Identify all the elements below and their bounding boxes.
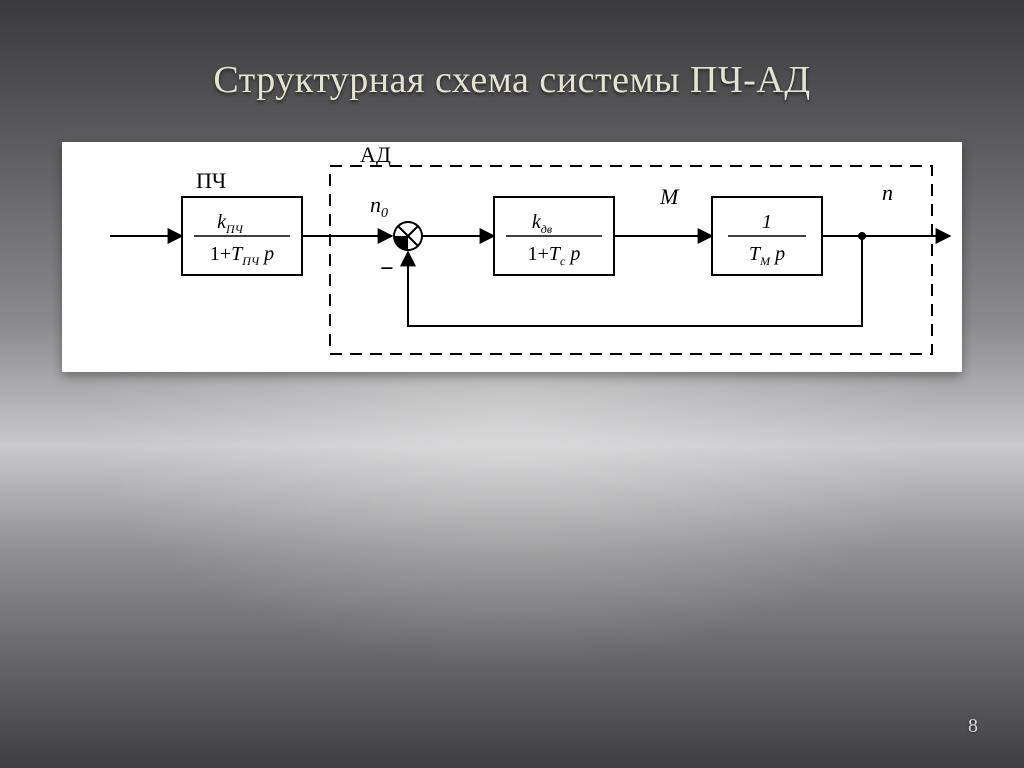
summing-junction: − <box>380 222 422 282</box>
block-int: 1 TM p <box>712 197 822 275</box>
slide: Структурная схема системы ПЧ-АД АД ПЧ kП… <box>0 0 1024 768</box>
page-number: 8 <box>968 715 978 738</box>
signal-n0: n0 <box>370 192 388 221</box>
block-pc: ПЧ kПЧ 1+TПЧ p <box>182 168 302 275</box>
dv-den: 1+Tс p <box>528 243 581 268</box>
pc-den: 1+TПЧ p <box>210 243 274 268</box>
minus-sign: − <box>380 256 394 282</box>
slide-title: Структурная схема системы ПЧ-АД <box>0 58 1024 102</box>
signal-n: n <box>882 180 893 205</box>
block-diagram-svg: АД ПЧ kПЧ 1+TПЧ p − <box>62 142 962 372</box>
dashed-box-label: АД <box>360 142 391 167</box>
block-dv: kдв 1+Tс p <box>494 197 614 275</box>
signal-M: M <box>659 184 680 209</box>
int-num: 1 <box>762 211 772 233</box>
pc-label: ПЧ <box>196 168 226 193</box>
diagram-panel: АД ПЧ kПЧ 1+TПЧ p − <box>62 142 962 372</box>
